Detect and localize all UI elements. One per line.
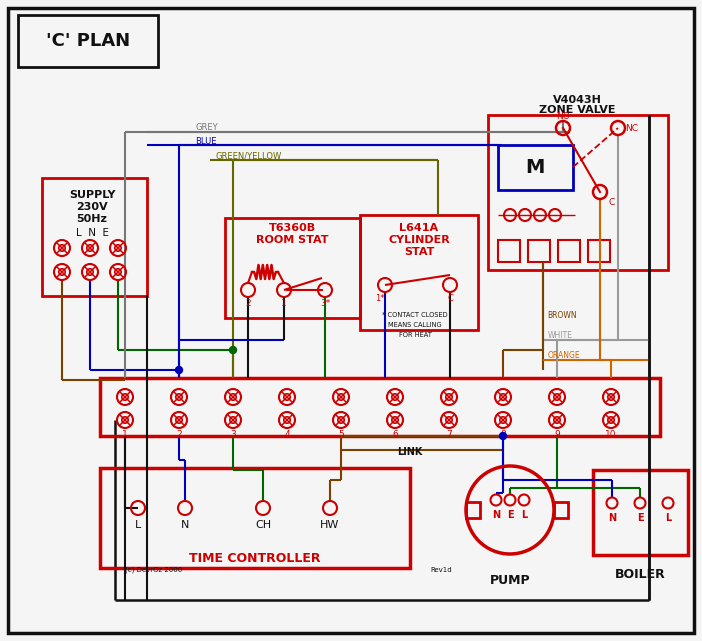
Text: WHITE: WHITE (548, 331, 573, 340)
Bar (558, 240, 580, 262)
Text: E: E (507, 510, 513, 520)
Text: 7: 7 (446, 429, 452, 438)
Circle shape (500, 433, 507, 440)
Bar (498, 240, 520, 262)
Bar (100, 468, 410, 568)
Text: BOILER: BOILER (615, 569, 665, 581)
Text: NC: NC (625, 124, 639, 133)
Text: L641A: L641A (399, 223, 439, 233)
Text: 9: 9 (554, 429, 560, 438)
Text: L: L (135, 520, 141, 530)
Bar (498, 145, 573, 190)
Text: V4043H: V4043H (552, 95, 602, 105)
Text: C: C (609, 197, 615, 206)
Text: L: L (521, 510, 527, 520)
Text: BROWN: BROWN (547, 310, 576, 319)
Text: 1*: 1* (376, 294, 385, 303)
Text: Rev1d: Rev1d (430, 567, 451, 573)
Text: GREEN/YELLOW: GREEN/YELLOW (215, 151, 282, 160)
Text: T6360B: T6360B (268, 223, 316, 233)
Text: PUMP: PUMP (490, 574, 530, 587)
Text: 2: 2 (176, 429, 182, 438)
Bar (593, 470, 688, 555)
Text: 50Hz: 50Hz (77, 214, 107, 224)
Bar (588, 240, 610, 262)
Text: L  N  E: L N E (76, 228, 109, 238)
Text: ZONE VALVE: ZONE VALVE (538, 105, 615, 115)
Text: 10: 10 (605, 429, 617, 438)
Text: HW: HW (320, 520, 340, 530)
Text: SUPPLY: SUPPLY (69, 190, 115, 200)
Text: CYLINDER: CYLINDER (388, 235, 450, 245)
Text: (c) DevrOz 2000: (c) DevrOz 2000 (125, 567, 183, 573)
Circle shape (230, 347, 237, 353)
Text: BLUE: BLUE (195, 137, 216, 146)
Text: 3*: 3* (320, 299, 330, 308)
Text: ORANGE: ORANGE (548, 351, 581, 360)
Text: 8: 8 (500, 429, 506, 438)
Text: 230V: 230V (77, 202, 108, 212)
Text: 3: 3 (230, 429, 236, 438)
Text: ROOM STAT: ROOM STAT (256, 235, 329, 245)
Bar (360, 215, 478, 330)
Text: TIME CONTROLLER: TIME CONTROLLER (190, 551, 321, 565)
Text: STAT: STAT (404, 247, 435, 257)
Text: N: N (608, 513, 616, 523)
Text: CH: CH (255, 520, 271, 530)
Bar (100, 378, 660, 436)
Text: N: N (181, 520, 189, 530)
Bar (488, 115, 668, 270)
Text: 1: 1 (122, 429, 128, 438)
Text: L: L (665, 513, 671, 523)
Text: * CONTACT CLOSED: * CONTACT CLOSED (382, 312, 448, 318)
Text: E: E (637, 513, 643, 523)
Bar (554, 502, 568, 518)
Bar (528, 240, 550, 262)
Bar (225, 218, 360, 318)
Text: 5: 5 (338, 429, 344, 438)
Text: N: N (492, 510, 500, 520)
Text: FOR HEAT: FOR HEAT (399, 332, 432, 338)
Text: C: C (447, 294, 453, 303)
Text: 2: 2 (245, 299, 251, 308)
Text: 4: 4 (284, 429, 290, 438)
Text: NO: NO (556, 112, 570, 121)
Bar (466, 502, 480, 518)
Text: LINK: LINK (397, 447, 423, 457)
Text: GREY: GREY (195, 122, 218, 131)
Text: 6: 6 (392, 429, 398, 438)
Text: M: M (525, 158, 545, 176)
Text: MEANS CALLING: MEANS CALLING (388, 322, 442, 328)
Circle shape (176, 367, 183, 374)
Bar (42, 178, 147, 296)
Text: 1: 1 (281, 299, 287, 308)
Text: 'C' PLAN: 'C' PLAN (46, 32, 130, 50)
Bar (18, 15, 158, 67)
